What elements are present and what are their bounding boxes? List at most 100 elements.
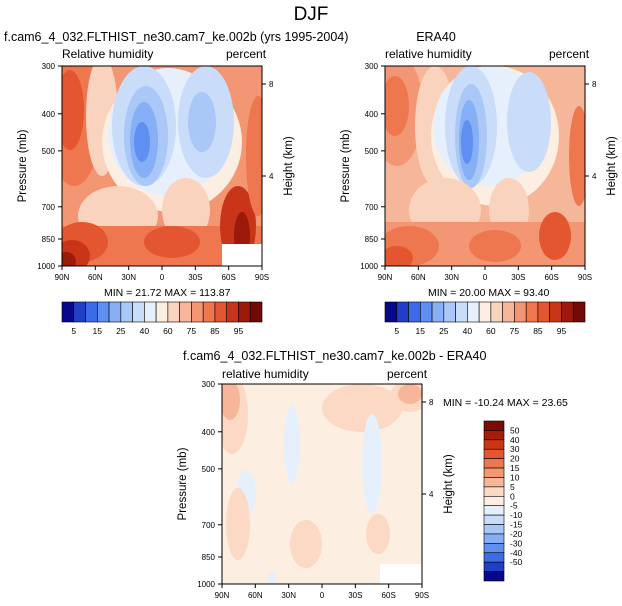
y-tick-label: 700 bbox=[42, 203, 56, 212]
contour-region bbox=[290, 520, 322, 568]
contour-region bbox=[322, 384, 402, 432]
colorbar-label: 5 bbox=[71, 326, 76, 336]
colorbar-label: 85 bbox=[533, 326, 543, 336]
panel1-plot: 90N 60N 30N 0 30S 60S 90S 300 400 500 700 850 1000 Pr… bbox=[17, 62, 295, 282]
y2-axis-label: Height (km) bbox=[283, 136, 295, 196]
contour-region bbox=[362, 414, 382, 514]
x-tick-label: 90S bbox=[255, 273, 269, 282]
colorbar-swatch bbox=[483, 430, 505, 441]
colorbar-swatch bbox=[525, 301, 539, 323]
colorbar-swatch bbox=[455, 301, 468, 323]
colorbar-label: 15 bbox=[510, 463, 520, 473]
colorbar-swatch bbox=[419, 301, 433, 323]
panel3-field bbox=[222, 384, 422, 584]
y-tick-label: 400 bbox=[42, 110, 56, 119]
colorbar-swatch bbox=[408, 301, 421, 323]
colorbar-swatch bbox=[238, 301, 251, 323]
colorbar-swatch bbox=[483, 552, 505, 563]
colorbar-swatch bbox=[483, 533, 505, 544]
colorbar-label: 50 bbox=[510, 425, 520, 435]
y2-axis-label: Height (km) bbox=[606, 136, 618, 196]
colorbar-swatch bbox=[191, 301, 204, 323]
contour-region bbox=[246, 96, 262, 216]
figure-title: DJF bbox=[293, 4, 329, 25]
x-tick-label: 30S bbox=[348, 591, 362, 600]
contour-region bbox=[366, 514, 390, 554]
y2-tick-label: 8 bbox=[429, 398, 434, 407]
panel1-stats: MIN = 21.72 MAX = 113.87 bbox=[104, 287, 231, 299]
colorbar-swatch bbox=[483, 458, 505, 469]
colorbar-label: 10 bbox=[510, 472, 520, 482]
colorbar-swatch bbox=[514, 301, 527, 323]
y-tick-label: 1000 bbox=[197, 580, 215, 589]
colorbar-label: 75 bbox=[510, 326, 520, 336]
y-axis-label: Pressure (mb) bbox=[340, 129, 352, 202]
y-tick-label: 300 bbox=[365, 62, 379, 71]
x-tick-label: 30S bbox=[511, 273, 525, 282]
panel3-stats: MIN = -10.24 MAX = 23.65 bbox=[443, 397, 568, 409]
colorbar-swatch bbox=[483, 467, 505, 478]
x-tick-label: 90N bbox=[378, 273, 393, 282]
colorbar-swatch bbox=[537, 301, 551, 323]
panel3-right-label: percent bbox=[387, 367, 428, 381]
colorbar-label: 5 bbox=[394, 326, 399, 336]
panel2-left-label: relative humidity bbox=[385, 47, 472, 61]
contour-region bbox=[144, 226, 200, 258]
y-tick-label: 500 bbox=[202, 465, 216, 474]
panel1-field bbox=[62, 66, 262, 266]
colorbar-swatch bbox=[483, 495, 505, 507]
colorbar-swatch bbox=[483, 486, 505, 497]
contour-region bbox=[222, 384, 240, 420]
colorbar-swatch bbox=[467, 301, 480, 323]
x-tick-label: 30S bbox=[188, 273, 202, 282]
contour-region bbox=[284, 404, 300, 484]
contour-region bbox=[461, 120, 473, 164]
y-tick-label: 300 bbox=[42, 62, 56, 71]
y-tick-label: 850 bbox=[42, 235, 56, 244]
x-tick-label: 90N bbox=[215, 591, 230, 600]
colorbar-swatch bbox=[483, 543, 505, 554]
colorbar-label: 95 bbox=[234, 326, 244, 336]
contour-region bbox=[268, 572, 276, 584]
panel1-title: f.cam6_4_032.FLTHIST_ne30.cam7_ke.002b (… bbox=[4, 30, 349, 44]
panel2-field bbox=[385, 66, 585, 266]
x-tick-label: 0 bbox=[483, 273, 488, 282]
contour-region bbox=[385, 76, 409, 136]
colorbar-swatch bbox=[478, 301, 492, 323]
colorbar-swatch bbox=[202, 301, 216, 323]
colorbar-swatch bbox=[483, 524, 505, 535]
y-tick-label: 400 bbox=[202, 428, 216, 437]
colorbar-swatch bbox=[396, 301, 409, 323]
colorbar-label: 40 bbox=[463, 326, 473, 336]
y-tick-label: 500 bbox=[365, 147, 379, 156]
x-tick-label: 60N bbox=[88, 273, 103, 282]
x-tick-label: 30N bbox=[121, 273, 136, 282]
colorbar-swatch bbox=[483, 561, 505, 572]
colorbar-panel1: 5 15 25 40 60 75 85 95 bbox=[61, 301, 263, 336]
panel3-plot: 90N 60N 30N 0 30S 60S 90S 300 400 500 700 850 1000 Pr… bbox=[177, 380, 455, 600]
colorbar-swatch bbox=[483, 420, 505, 431]
colorbar-swatch bbox=[96, 301, 110, 323]
colorbar-swatch bbox=[561, 301, 574, 323]
colorbar-swatch bbox=[249, 301, 263, 323]
colorbar-swatch bbox=[431, 301, 445, 323]
colorbar-swatch bbox=[549, 301, 562, 323]
y-tick-label: 300 bbox=[202, 380, 216, 389]
contour-region bbox=[569, 106, 585, 206]
colorbar-label: -10 bbox=[510, 510, 523, 520]
y-tick-label: 500 bbox=[42, 147, 56, 156]
x-tick-label: 0 bbox=[320, 591, 325, 600]
x-tick-label: 30N bbox=[281, 591, 296, 600]
panel1-right-label: percent bbox=[226, 47, 267, 61]
colorbar-label: 25 bbox=[439, 326, 449, 336]
panel2-right-label: percent bbox=[549, 47, 590, 61]
colorbar-swatch bbox=[214, 301, 228, 323]
contour-region bbox=[398, 384, 422, 404]
colorbar-swatch bbox=[483, 514, 505, 525]
colorbar-swatch bbox=[61, 301, 75, 323]
colorbar-swatch bbox=[483, 571, 505, 582]
colorbar-swatch bbox=[144, 301, 157, 323]
colorbar-label: 95 bbox=[557, 326, 567, 336]
